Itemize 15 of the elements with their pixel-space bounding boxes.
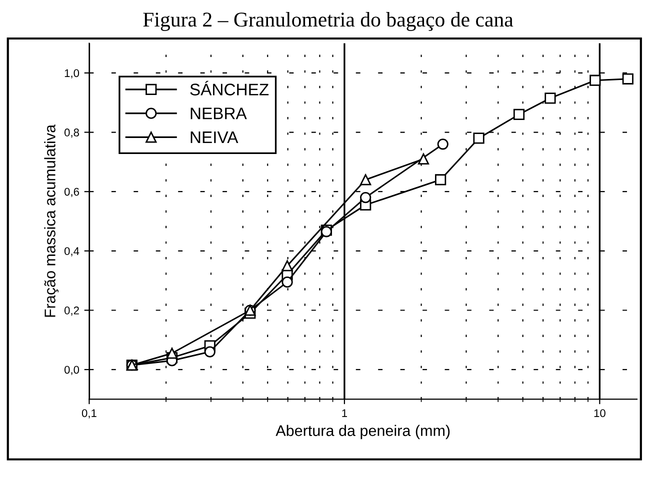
y-axis-title: Fração massica acumulativa — [44, 124, 58, 317]
y-tick-label: 0,0 — [64, 366, 80, 376]
y-tick-label: 0,6 — [64, 188, 80, 198]
legend-label: SÁNCHEZ — [190, 80, 269, 96]
y-tick-label: 0,8 — [64, 128, 80, 138]
x-axis-title: Abertura da peneira (mm) — [276, 424, 450, 440]
x-tick-label: 0,1 — [82, 409, 96, 418]
y-tick-label: 1,0 — [64, 69, 80, 78]
y-tick-label: 0,2 — [64, 306, 79, 316]
legend-label: NEIVA — [190, 132, 238, 144]
y-tick-label: 0,4 — [64, 247, 80, 256]
legend-label: NEBRA — [190, 108, 247, 120]
chart-title: Figura 2 – Granulometria do bagaço de cana — [143, 12, 514, 31]
x-tick-label: 1 — [342, 409, 347, 418]
x-tick-label: 10 — [594, 409, 606, 418]
